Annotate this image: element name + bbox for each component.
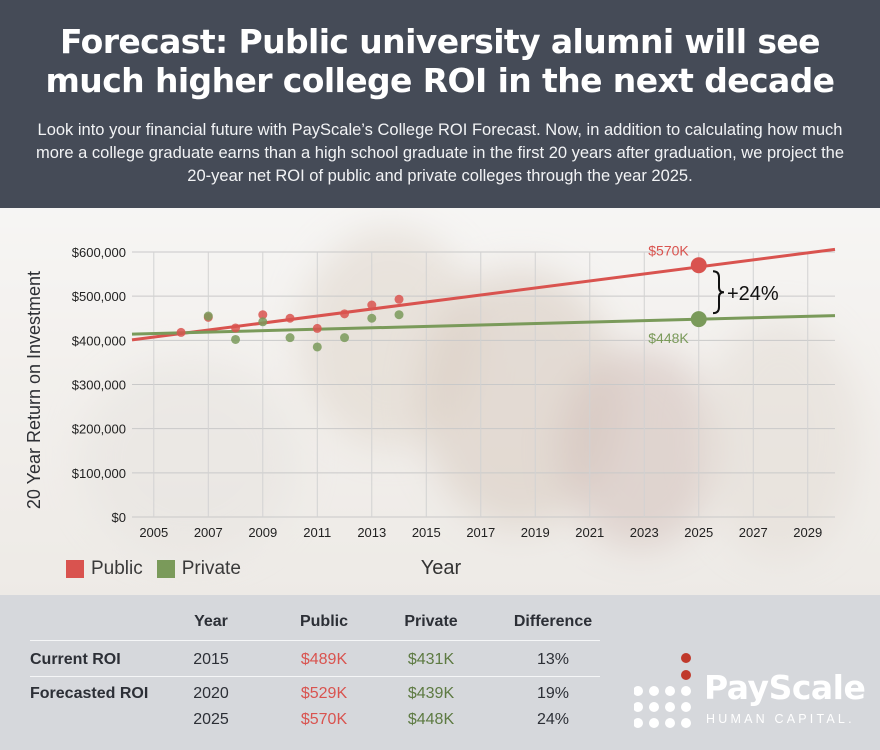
x-tick-label: 2007 [194,525,223,540]
x-tick-label: 2023 [630,525,659,540]
table-cell-difference: 19% [536,685,570,702]
chart-area: $0 $100,000 $200,000 $300,000 $400,000 $500,0… [0,208,880,595]
page-subtitle: Look into your financial future with Pay… [35,121,845,185]
private-forecast-point [690,311,707,328]
x-tick-label: 2027 [739,525,768,540]
table-cell-private: $431K [407,651,455,668]
private-trend-line [131,314,836,336]
legend-swatch-private [156,560,175,578]
private-data-point [340,333,350,343]
private-data-point [231,334,241,344]
x-tick-label: 2011 [303,525,331,540]
y-tick-label: $500,000 [72,289,126,304]
public-data-point [176,327,186,337]
table-cell-difference: 13% [536,651,570,668]
public-forecast-point [690,257,707,274]
y-tick-label: $400,000 [72,333,126,348]
x-tick-label: 2009 [248,525,277,540]
x-tick-label: 2015 [412,525,441,540]
private-data-point [203,311,213,321]
x-tick-label: 2025 [684,525,713,540]
x-tick-label: 2019 [521,525,550,540]
table-header-public: Public [299,613,348,630]
difference-brace [712,270,725,315]
public-data-point [231,323,241,333]
chart-legend: Public Private [66,556,255,582]
table-cell-difference: 24% [536,711,570,728]
private-data-point [312,342,322,352]
public-data-point [367,300,377,310]
public-data-point [312,323,322,333]
table-cell-public: $570K [300,711,348,728]
x-axis-label: Year [420,557,462,579]
table-cell-private: $448K [407,711,455,728]
public-trend-line [131,247,836,342]
public-data-point [285,313,295,323]
table-cell-year: 2020 [193,685,229,702]
x-tick-label: 2005 [139,525,168,540]
table-divider [30,676,600,677]
table-header-private: Private [404,613,458,630]
private-data-point [285,333,295,343]
y-tick-label: $600,000 [72,245,126,260]
logo-wordmark: PayScale [704,668,866,707]
table-cell-public: $489K [300,651,348,668]
public-data-point [258,310,268,320]
header-banner: Forecast: Public university alumni will … [0,0,880,208]
table-cell-private: $439K [407,685,455,702]
y-axis-label: 20 Year Return on Investment [24,270,44,510]
legend-item-private: Private [156,558,241,580]
private-forecast-label: $448K [648,330,689,346]
page-title: Forecast: Public university alumni will … [45,22,836,100]
y-tick-label: $300,000 [72,378,126,393]
private-data-point [367,313,377,323]
y-tick-label: $0 [112,510,126,525]
legend-swatch-public [66,560,84,578]
public-data-point [340,309,350,319]
private-data-point [258,317,268,327]
background-veil [0,208,880,595]
legend-item-public: Public [66,558,143,580]
x-tick-label: 2029 [793,525,822,540]
table-row-label: Forecasted ROI [30,685,149,702]
table-row-label: Current ROI [30,651,121,668]
private-data-point [394,310,404,320]
difference-annotation: +24% [727,283,779,305]
y-tick-label: $200,000 [72,422,126,437]
roi-chart: $0 $100,000 $200,000 $300,000 $400,000 $500,0… [72,242,836,540]
roi-table-panel: Year Public Private Difference Current R… [0,595,880,750]
logo-tagline: HUMAN CAPITAL. [706,712,855,726]
x-tick-label: 2013 [357,525,386,540]
x-tick-label: 2021 [575,525,604,540]
table-cell-public: $529K [300,685,348,702]
payscale-logo-mark [634,653,691,728]
table-header-year: Year [194,613,228,630]
y-tick-label: $100,000 [72,466,126,481]
table-header-difference: Difference [513,613,593,630]
table-cell-year: 2025 [193,711,229,728]
table-cell-year: 2015 [193,651,229,668]
public-forecast-label: $570K [648,242,689,258]
public-data-point [394,294,404,304]
legend-label-private: Private [181,558,241,579]
legend-label-public: Public [91,558,143,579]
x-tick-label: 2017 [466,525,495,540]
table-divider [30,640,600,641]
